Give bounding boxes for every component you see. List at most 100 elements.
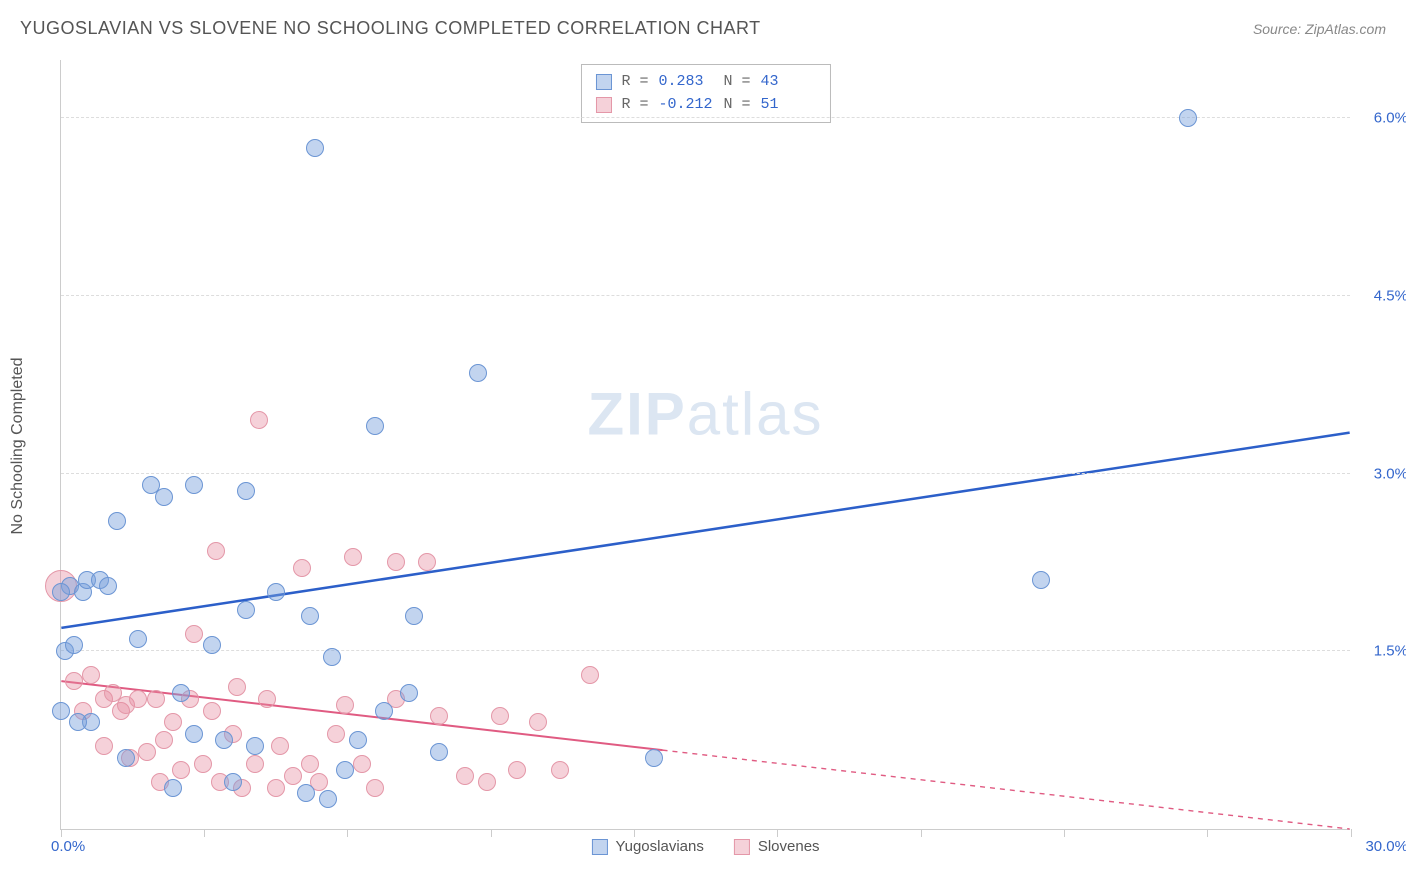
slovenes-point: [581, 666, 599, 684]
slovenes-point: [164, 713, 182, 731]
r-value: 0.283: [659, 71, 714, 94]
y-tick-label: 4.5%: [1358, 287, 1406, 304]
yugoslavians-point: [349, 731, 367, 749]
chart-header: YUGOSLAVIAN VS SLOVENE NO SCHOOLING COMP…: [20, 18, 1386, 39]
yugoslavians-point: [1179, 109, 1197, 127]
slovenes-point: [147, 690, 165, 708]
yugoslavians-trendline: [61, 433, 1349, 628]
x-tick: [1207, 829, 1208, 837]
yugoslavians-point: [323, 648, 341, 666]
yugoslavians-point: [301, 607, 319, 625]
legend-label: Yugoslavians: [615, 838, 703, 855]
n-value: 51: [761, 94, 816, 117]
yugoslavians-point: [108, 512, 126, 530]
slovenes-legend-swatch-icon: [734, 839, 750, 855]
yugoslavians-point: [215, 731, 233, 749]
yugoslavians-point: [185, 725, 203, 743]
slovenes-point: [82, 666, 100, 684]
yugoslavians-point: [375, 702, 393, 720]
yugoslavians-point: [185, 476, 203, 494]
yugoslavians-point: [645, 749, 663, 767]
stats-row-yugoslavians: R = 0.283 N = 43: [595, 71, 815, 94]
yugoslavians-legend-swatch-icon: [591, 839, 607, 855]
yugoslavians-point: [52, 583, 70, 601]
y-tick-label: 6.0%: [1358, 110, 1406, 127]
yugoslavians-point: [400, 684, 418, 702]
gridline-horizontal: [61, 295, 1350, 296]
x-tick: [1351, 829, 1352, 837]
yugoslavians-point: [129, 630, 147, 648]
slovenes-point: [284, 767, 302, 785]
slovenes-point: [194, 755, 212, 773]
slovenes-point: [258, 690, 276, 708]
gridline-horizontal: [61, 117, 1350, 118]
slovenes-point: [203, 702, 221, 720]
slovenes-point: [301, 755, 319, 773]
slovenes-point: [65, 672, 83, 690]
slovenes-swatch-icon: [595, 97, 611, 113]
x-tick: [921, 829, 922, 837]
x-tick: [491, 829, 492, 837]
y-axis-label: No Schooling Completed: [9, 358, 27, 535]
y-tick-label: 1.5%: [1358, 643, 1406, 660]
slovenes-point: [508, 761, 526, 779]
yugoslavians-point: [306, 139, 324, 157]
yugoslavians-point: [65, 636, 83, 654]
slovenes-point: [155, 731, 173, 749]
correlation-stats-box: R = 0.283 N = 43R = -0.212 N = 51: [580, 64, 830, 123]
slovenes-point: [418, 553, 436, 571]
slovenes-point: [267, 779, 285, 797]
x-tick: [1064, 829, 1065, 837]
trendlines-layer: [61, 60, 1350, 829]
x-tick: [204, 829, 205, 837]
slovenes-point: [456, 767, 474, 785]
slovenes-point: [327, 725, 345, 743]
n-value: 43: [761, 71, 816, 94]
yugoslavians-point: [237, 482, 255, 500]
slovenes-point: [344, 548, 362, 566]
watermark-logo: ZIPatlas: [587, 379, 823, 448]
n-label: N =: [724, 71, 751, 94]
scatter-plot-area: ZIPatlas R =0.283N =43R =-0.212N =51 0.0…: [60, 60, 1350, 830]
r-label: R =: [621, 71, 648, 94]
yugoslavians-point: [155, 488, 173, 506]
slovenes-point: [529, 713, 547, 731]
slovenes-trendline-extrapolated: [663, 750, 1350, 829]
gridline-horizontal: [61, 650, 1350, 651]
slovenes-point: [271, 737, 289, 755]
slovenes-point: [336, 696, 354, 714]
n-label: N =: [724, 94, 751, 117]
slovenes-point: [250, 411, 268, 429]
slovenes-point: [228, 678, 246, 696]
slovenes-point: [491, 707, 509, 725]
legend-item-slovenes: Slovenes: [734, 838, 820, 855]
slovenes-point: [172, 761, 190, 779]
slovenes-point: [387, 553, 405, 571]
yugoslavians-point: [405, 607, 423, 625]
r-value: -0.212: [659, 94, 714, 117]
x-tick: [777, 829, 778, 837]
yugoslavians-point: [246, 737, 264, 755]
slovenes-point: [366, 779, 384, 797]
series-legend: Yugoslavians Slovenes: [591, 838, 819, 855]
x-tick: [347, 829, 348, 837]
slovenes-point: [430, 707, 448, 725]
yugoslavians-swatch-icon: [595, 74, 611, 90]
yugoslavians-point: [99, 577, 117, 595]
slovenes-point: [551, 761, 569, 779]
slovenes-point: [185, 625, 203, 643]
slovenes-point: [478, 773, 496, 791]
chart-title: YUGOSLAVIAN VS SLOVENE NO SCHOOLING COMP…: [20, 18, 761, 39]
slovenes-point: [207, 542, 225, 560]
yugoslavians-point: [319, 790, 337, 808]
yugoslavians-point: [430, 743, 448, 761]
slovenes-point: [293, 559, 311, 577]
slovenes-point: [138, 743, 156, 761]
source-attribution: Source: ZipAtlas.com: [1253, 21, 1386, 37]
slovenes-point: [246, 755, 264, 773]
x-axis-min-label: 0.0%: [51, 838, 85, 855]
y-tick-label: 3.0%: [1358, 465, 1406, 482]
yugoslavians-point: [172, 684, 190, 702]
x-tick: [61, 829, 62, 837]
stats-row-slovenes: R =-0.212N =51: [595, 94, 815, 117]
